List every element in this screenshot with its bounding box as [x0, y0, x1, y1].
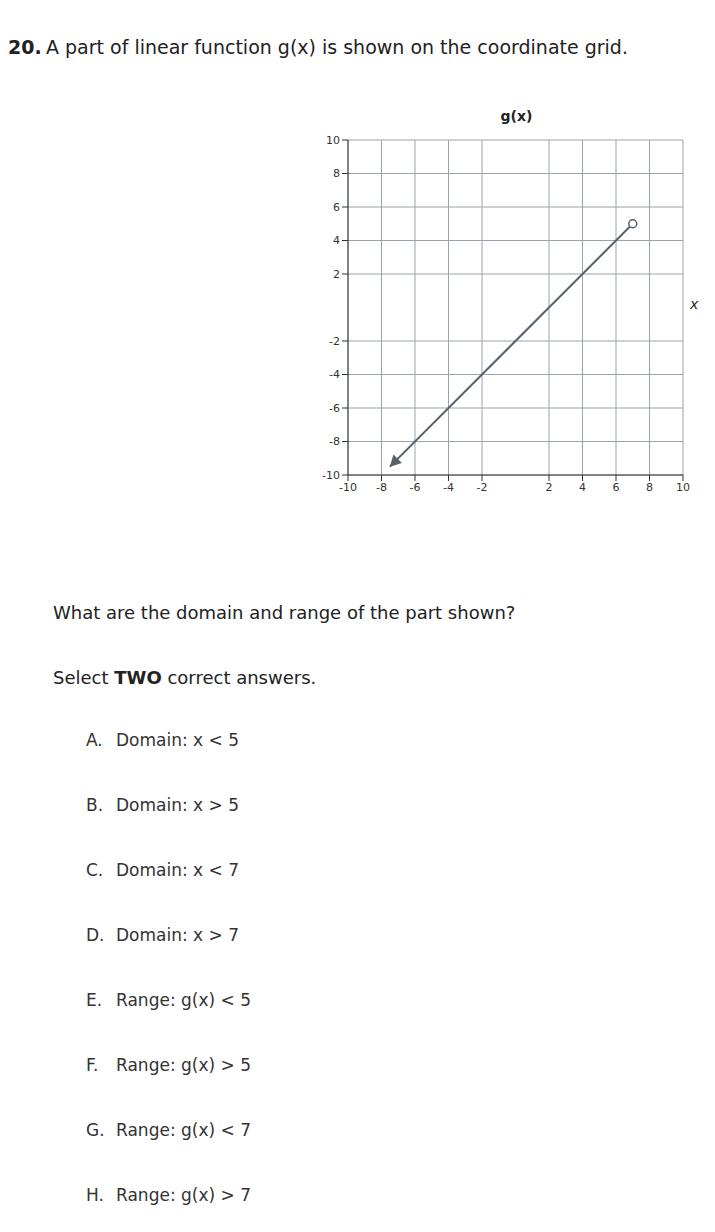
html-text:20. A part of linear function: 20. A part of linear function g(x) is sh… — [8, 36, 628, 58]
svg-text:6: 6 — [613, 481, 620, 494]
html-text:Domain: x > 5: Domain: x > 5 — [116, 795, 239, 815]
html-text:C.: C. — [86, 860, 104, 880]
svg-text:-4: -4 — [443, 481, 454, 494]
html-text:Domain: x > 7: Domain: x > 7 — [116, 925, 239, 945]
html-text:H.: H. — [86, 1185, 104, 1205]
svg-text:2: 2 — [333, 268, 340, 281]
html-text:g(x): g(x) — [500, 108, 533, 124]
svg-text:-2: -2 — [329, 335, 340, 348]
svg-text:-8: -8 — [376, 481, 387, 494]
svg-text:10: 10 — [676, 481, 690, 494]
html-text:Domain: x < 7: Domain: x < 7 — [116, 860, 239, 880]
svg-text:-6: -6 — [329, 402, 340, 415]
html-text:G.: G. — [86, 1120, 105, 1140]
svg-text:-4: -4 — [329, 368, 340, 381]
svg-text:10: 10 — [326, 134, 340, 147]
svg-text:-2: -2 — [477, 481, 488, 494]
svg-text:6: 6 — [333, 201, 340, 214]
html-text:A.: A. — [86, 730, 103, 750]
html-text:Range: g(x) > 7: Range: g(x) > 7 — [116, 1185, 251, 1205]
html-text:E.: E. — [86, 990, 103, 1010]
svg-text:8: 8 — [646, 481, 653, 494]
svg-text:-8: -8 — [329, 435, 340, 448]
svg-text:-6: -6 — [410, 481, 421, 494]
svg-text:8: 8 — [333, 167, 340, 180]
html-text:F.: F. — [86, 1055, 99, 1075]
html-text:Select TWO correct answers.: Select TWO correct answers. — [53, 667, 317, 688]
svg-text:2: 2 — [546, 481, 553, 494]
svg-text:4: 4 — [579, 481, 586, 494]
html-text:Domain: x < 5: Domain: x < 5 — [116, 730, 239, 750]
html-text:Range: g(x) > 5: Range: g(x) > 5 — [116, 1055, 251, 1075]
html-text:D.: D. — [86, 925, 105, 945]
svg-text:-10: -10 — [322, 469, 340, 482]
html-text:x: x — [690, 295, 699, 312]
html-text:Range: g(x) < 5: Range: g(x) < 5 — [116, 990, 251, 1010]
html-text:B.: B. — [86, 795, 104, 815]
svg-text:4: 4 — [333, 234, 340, 247]
html-text:What are the domain and range: What are the domain and range of the par… — [53, 602, 516, 623]
svg-text:-10: -10 — [339, 481, 357, 494]
html-text:Range: g(x) < 7: Range: g(x) < 7 — [116, 1120, 251, 1140]
